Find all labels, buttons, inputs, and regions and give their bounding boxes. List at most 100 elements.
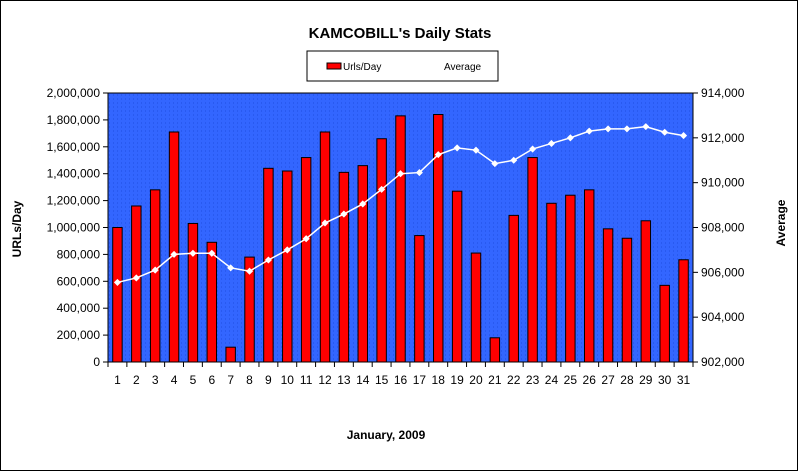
y-tick-label: 1,400,000 [47,167,101,181]
bar-27 [602,228,614,363]
average-point-4 [170,250,178,258]
average-point-16 [396,170,405,178]
average-point-8 [245,267,254,275]
average-point-26 [585,127,593,135]
bar-10 [282,170,293,363]
y2-tick-label: 912,000 [701,131,745,145]
average-point-9 [264,256,272,264]
average-point-19 [453,144,461,152]
average-point-2 [132,274,140,282]
legend-swatch-average-marker [424,63,430,69]
bar-29 [640,220,652,363]
x-tick-label: 5 [190,373,197,387]
bar-4 [168,131,180,363]
legend-swatch-urls [326,62,342,70]
x-tick-label: 14 [356,373,370,387]
bar-16 [395,115,406,363]
x-tick-label: 12 [318,373,332,387]
x-tick-label: 9 [265,373,272,387]
x-tick-label: 29 [639,373,653,387]
average-point-28 [623,125,631,133]
bar-24 [546,202,557,363]
x-tick-label: 17 [413,373,427,387]
x-tick-label: 10 [281,373,295,387]
average-point-23 [529,145,537,153]
x-tick-label: 2 [133,373,140,387]
x-axis-label: January, 2009 [347,428,426,442]
bar-12 [319,131,331,363]
x-tick-label: 11 [300,373,313,387]
average-point-15 [378,185,386,193]
x-tick-label: 19 [450,373,464,387]
y-tick-label: 0 [93,355,100,369]
average-point-20 [472,146,480,154]
y-tick-label: 1,000,000 [47,221,101,235]
bar-21 [489,337,501,363]
y2-tick-label: 908,000 [701,221,745,235]
x-tick-label: 26 [583,373,597,387]
bar-13 [338,171,350,363]
legend-label-average: Average [444,62,482,73]
y2-tick-label: 906,000 [701,265,745,279]
x-tick-label: 30 [658,373,672,387]
y-tick-label: 1,600,000 [47,140,101,154]
x-tick-label: 6 [208,373,215,387]
average-point-25 [566,134,574,142]
x-tick-label: 22 [507,373,521,387]
y-tick-label: 600,000 [57,274,101,288]
bar-7 [225,346,236,363]
x-tick-label: 27 [601,373,615,387]
x-tick-label: 25 [564,373,578,387]
average-point-31 [680,132,688,140]
average-point-5 [189,249,197,257]
bar-2 [131,205,142,363]
x-tick-label: 4 [171,373,178,387]
bar-6 [206,241,218,363]
y-tick-label: 2,000,000 [47,86,101,100]
x-tick-label: 7 [227,373,234,387]
bar-17 [414,235,425,363]
legend: Urls/Day Average [306,50,499,82]
y-axis-label: URLs/Day [10,200,24,257]
bar-5 [187,222,199,363]
average-point-27 [604,125,612,133]
x-tick-label: 15 [375,373,389,387]
x-tick-label: 1 [114,373,121,387]
x-tick-label: 20 [469,373,483,387]
bar-30 [659,284,670,363]
bar-22 [508,214,519,363]
y-tick-label: 800,000 [57,247,101,261]
average-point-24 [547,139,556,147]
y2-axis-label: Average [774,199,788,246]
bar-28 [621,237,633,363]
x-tick-label: 18 [432,373,446,387]
x-tick-label: 3 [152,373,159,387]
average-point-3 [151,266,159,274]
y-tick-label: 400,000 [57,301,101,315]
bar-26 [583,189,595,363]
x-tick-label: 8 [246,373,253,387]
y-tick-label: 1,200,000 [47,194,101,208]
x-tick-label: 23 [526,373,540,387]
y-axis-right: 902,000 904,000 906,000 908,000 910,000 912,0… [692,86,745,369]
x-tick-label: 24 [545,373,559,387]
x-tick-label: 16 [394,373,408,387]
average-point-1 [113,278,121,286]
average-point-7 [227,264,235,272]
x-tick-label: 28 [620,373,634,387]
bar-15 [376,138,387,363]
y2-tick-label: 904,000 [701,310,745,324]
y2-tick-label: 910,000 [701,176,745,190]
average-point-14 [359,200,367,208]
x-axis: 1 2 3 4 5 6 7 8 9 10 11 12 13 14 15 16 17 18 19 20 21 22 23 24 2… [107,361,694,387]
bar-25 [565,194,576,363]
y-tick-label: 200,000 [57,328,101,342]
bar-23 [527,157,538,363]
legend-label-urls: Urls/Day [343,62,381,73]
average-point-30 [661,128,669,136]
y2-tick-label: 902,000 [701,355,745,369]
average-point-13 [340,210,348,218]
bar-3 [149,189,161,363]
